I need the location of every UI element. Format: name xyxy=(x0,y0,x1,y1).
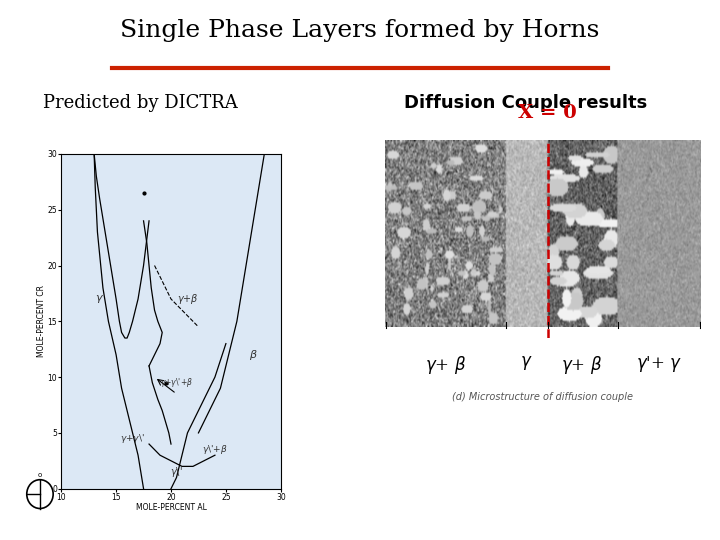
Text: $\gamma$\'+$\beta$: $\gamma$\'+$\beta$ xyxy=(202,443,228,456)
Text: $\gamma$+$\gamma$\': $\gamma$+$\gamma$\' xyxy=(120,432,145,445)
Text: Diffusion Couple results: Diffusion Couple results xyxy=(404,94,647,112)
Text: $\gamma$+$\beta$: $\gamma$+$\beta$ xyxy=(176,292,199,306)
Text: $\gamma$+ $\beta$: $\gamma$+ $\beta$ xyxy=(425,354,466,376)
Text: $\gamma$+ $\beta$: $\gamma$+ $\beta$ xyxy=(562,354,603,376)
Text: $\gamma$'+ $\gamma$: $\gamma$'+ $\gamma$ xyxy=(636,354,682,374)
Text: $\gamma$: $\gamma$ xyxy=(95,293,104,305)
Text: $\gamma$: $\gamma$ xyxy=(520,354,533,372)
Text: Predicted by DICTRA: Predicted by DICTRA xyxy=(43,94,238,112)
Text: $\beta$: $\beta$ xyxy=(249,348,258,362)
X-axis label: MOLE-PERCENT AL: MOLE-PERCENT AL xyxy=(135,503,207,512)
Text: o: o xyxy=(38,471,42,478)
Text: Single Phase Layers formed by Horns: Single Phase Layers formed by Horns xyxy=(120,19,600,42)
Text: (d) Microstructure of diffusion couple: (d) Microstructure of diffusion couple xyxy=(452,392,634,402)
Y-axis label: MOLE-PERCENT CR: MOLE-PERCENT CR xyxy=(37,285,46,357)
Text: $\gamma$+$\gamma$\'$+\beta$: $\gamma$+$\gamma$\'$+\beta$ xyxy=(160,376,193,389)
Text: $\gamma$\': $\gamma$\' xyxy=(170,465,183,479)
Text: X = 0: X = 0 xyxy=(518,104,577,122)
